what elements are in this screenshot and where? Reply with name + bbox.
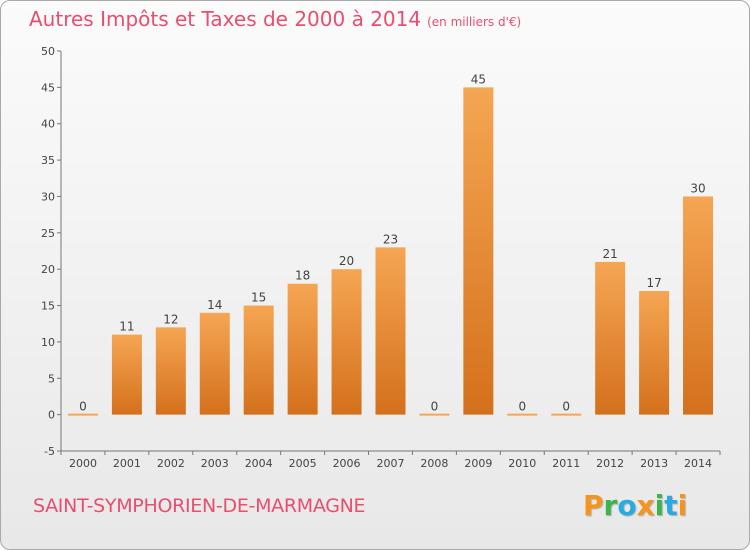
x-tick-label: 2002	[157, 457, 185, 470]
chart-title: Autres Impôts et Taxes de 2000 à 2014 (en…	[29, 7, 521, 31]
data-label: 12	[163, 312, 178, 326]
logo-letter: t	[664, 489, 678, 522]
x-tick-label: 2012	[596, 457, 624, 470]
x-tick-label: 2004	[245, 457, 273, 470]
x-tick-label: 2007	[377, 457, 405, 470]
bar	[155, 327, 186, 415]
y-tick-label: 30	[41, 190, 55, 203]
y-tick-label: 0	[48, 409, 55, 422]
y-tick-label: -5	[44, 445, 55, 458]
x-tick-label: 2011	[552, 457, 580, 470]
bar	[111, 334, 142, 415]
bar	[683, 196, 714, 415]
bar	[507, 413, 538, 416]
bar	[331, 269, 362, 415]
data-label: 30	[690, 181, 705, 195]
bar	[595, 261, 626, 415]
bar	[199, 312, 230, 415]
y-tick-label: 10	[41, 336, 55, 349]
subtitle-text: (en milliers d'€)	[427, 15, 522, 29]
data-label: 23	[383, 232, 398, 246]
logo-letter: i	[677, 489, 688, 522]
data-label: 0	[431, 400, 439, 414]
x-tick-label: 2013	[640, 457, 668, 470]
data-label: 21	[603, 247, 618, 261]
x-tick-label: 2003	[201, 457, 229, 470]
y-tick-label: 15	[41, 300, 55, 313]
x-tick-label: 2001	[113, 457, 141, 470]
bar	[463, 87, 494, 415]
bar	[67, 413, 98, 416]
bar	[287, 283, 318, 415]
x-tick-label: 2014	[684, 457, 712, 470]
y-tick-label: 50	[41, 45, 55, 58]
bar	[375, 247, 406, 415]
data-label: 0	[79, 400, 87, 414]
bars	[67, 87, 714, 416]
data-label: 45	[471, 72, 486, 86]
x-tick-label: 2000	[69, 457, 97, 470]
data-label: 0	[562, 400, 570, 414]
logo-letter: i	[654, 489, 665, 522]
y-tick-label: 35	[41, 154, 55, 167]
x-tick-label: 2005	[289, 457, 317, 470]
x-tick-label: 2006	[333, 457, 361, 470]
x-tick-label: 2008	[420, 457, 448, 470]
y-tick-label: 40	[41, 118, 55, 131]
proxiti-logo: Proxiti	[583, 489, 687, 522]
bar	[639, 291, 670, 415]
logo-letter: r	[603, 489, 618, 522]
data-label: 18	[295, 269, 310, 283]
data-label: 17	[646, 276, 661, 290]
bar	[419, 413, 450, 416]
logo-letter: P	[583, 489, 604, 522]
y-tick-label: 5	[48, 372, 55, 385]
data-label: 14	[207, 298, 222, 312]
logo-letter: o	[617, 489, 637, 522]
title-text: Autres Impôts et Taxes de 2000 à 2014	[29, 7, 422, 31]
town-name: SAINT-SYMPHORIEN-DE-MARMAGNE	[33, 495, 366, 517]
logo-letter: x	[636, 489, 655, 522]
y-tick-label: 45	[41, 81, 55, 94]
x-tick-label: 2009	[464, 457, 492, 470]
data-label: 0	[518, 400, 526, 414]
data-label: 11	[119, 320, 134, 334]
bar	[551, 413, 582, 416]
data-label: 15	[251, 291, 266, 305]
y-tick-label: 20	[41, 263, 55, 276]
data-labels: 0 11 12 14 15 18 20 23 0 45 0 0 21 17 30	[79, 72, 706, 413]
y-tick-label: 25	[41, 227, 55, 240]
x-tick-label: 2010	[508, 457, 536, 470]
data-label: 20	[339, 254, 354, 268]
bar	[243, 305, 274, 415]
